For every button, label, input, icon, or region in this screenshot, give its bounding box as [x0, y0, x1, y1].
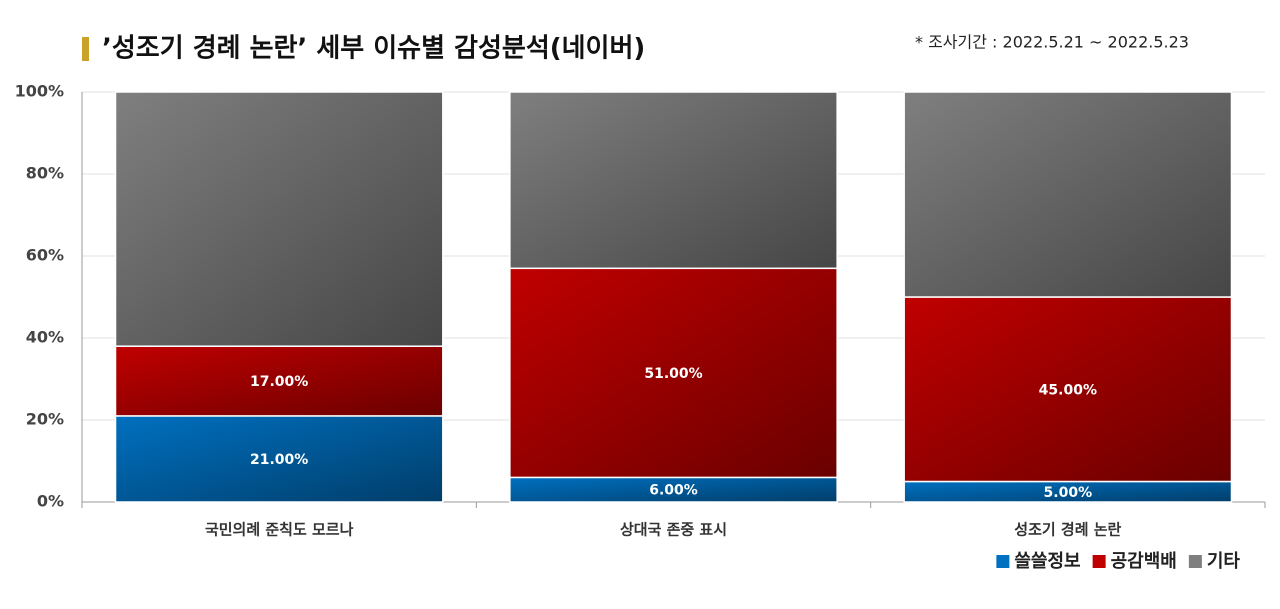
- bar-shade: [509, 476, 838, 503]
- title-marker: [82, 37, 89, 61]
- legend-swatch: [1188, 555, 1202, 568]
- legend-swatch: [996, 555, 1010, 568]
- x-tick-label: 국민의례 준칙도 모르나: [205, 521, 354, 539]
- y-tick-label: 100%: [15, 82, 64, 101]
- chart-subtitle: * 조사기간 : 2022.5.21 ~ 2022.5.23: [915, 33, 1189, 52]
- legend-label: 쓸쓸정보: [1014, 551, 1080, 572]
- y-tick-label: 40%: [26, 328, 64, 347]
- data-label: 21.00%: [250, 452, 308, 468]
- y-tick-label: 20%: [26, 410, 64, 429]
- data-label: 5.00%: [1044, 485, 1093, 501]
- legend-label: 공감백배: [1111, 551, 1177, 572]
- data-label: 51.00%: [644, 366, 702, 382]
- y-tick-label: 0%: [37, 492, 64, 511]
- legend-swatch: [1092, 555, 1106, 568]
- bar-shade: [509, 91, 838, 270]
- bar-shade: [114, 91, 444, 347]
- y-tick-label: 80%: [26, 164, 64, 183]
- y-tick-label: 60%: [26, 246, 64, 265]
- bar-shade: [903, 296, 1233, 483]
- bar-shade: [903, 91, 1233, 298]
- legend-label: 기타: [1207, 551, 1241, 572]
- data-label: 17.00%: [250, 374, 308, 390]
- data-label: 6.00%: [649, 483, 698, 499]
- chart-title: ’성조기 경례 논란’ 세부 이슈별 감성분석(네이버): [102, 34, 645, 64]
- bar-shade: [114, 345, 444, 417]
- x-tick-label: 상대국 존중 표시: [620, 521, 727, 539]
- data-label: 45.00%: [1039, 382, 1097, 398]
- x-tick-label: 성조기 경례 논란: [1014, 521, 1121, 539]
